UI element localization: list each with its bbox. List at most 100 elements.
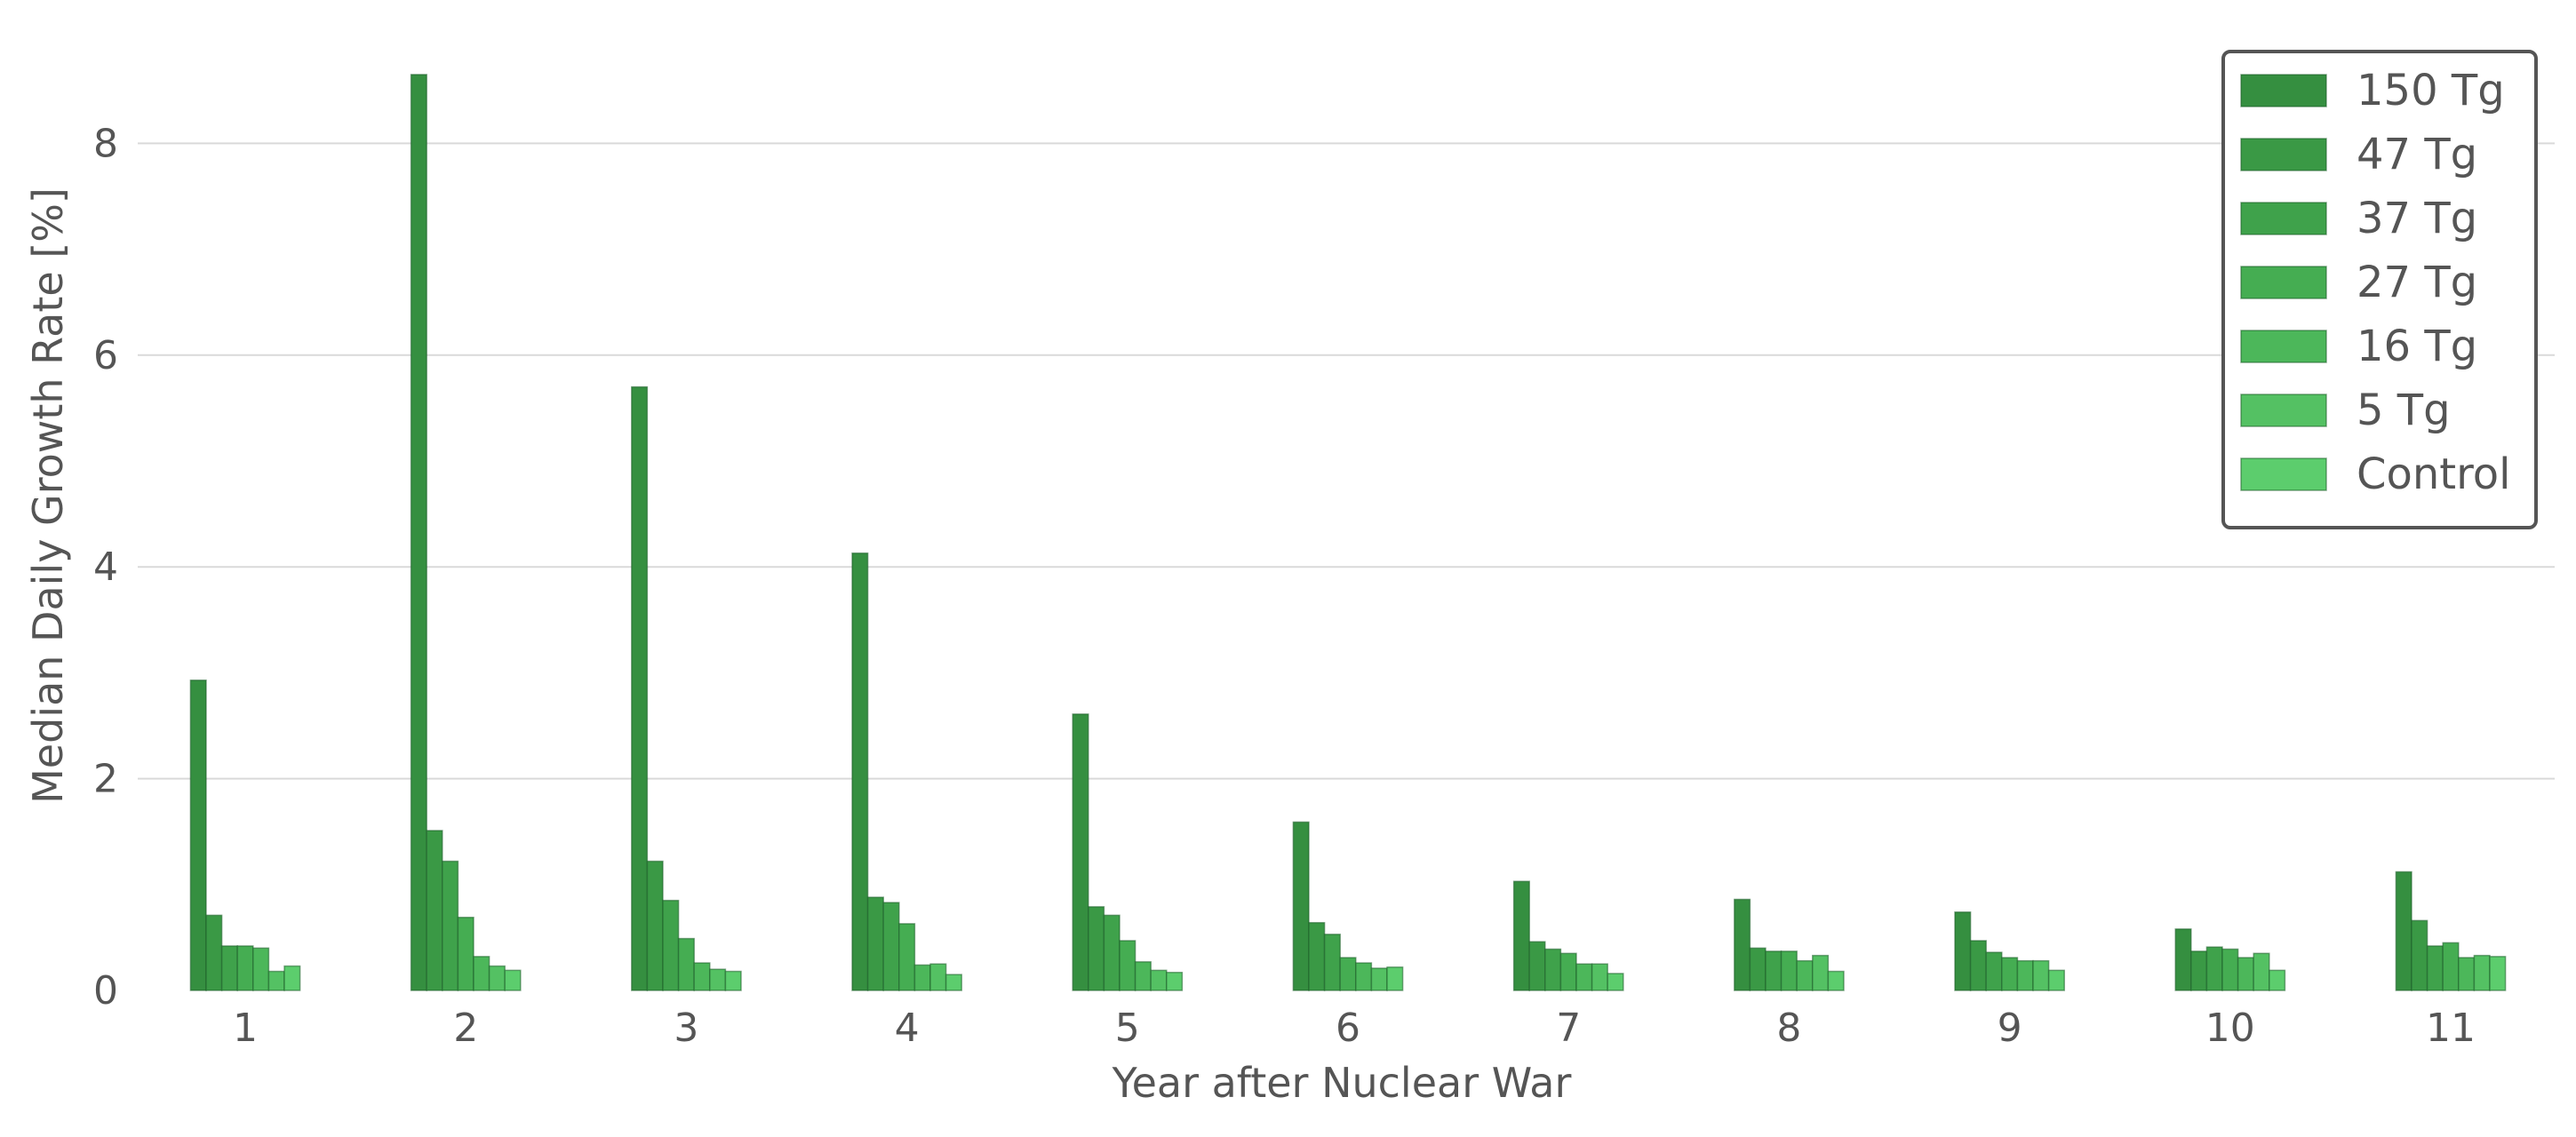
bar-5-tg-year-2 <box>488 965 506 991</box>
x-tick-labels: 1 2 3 4 5 6 7 8 9 10 11 <box>233 1006 2476 1051</box>
bar-control-year-6 <box>1386 966 1404 991</box>
y-tick-label: 6 <box>93 333 118 378</box>
bar-47-tg-year-4 <box>866 896 884 991</box>
bar-37-tg-year-3 <box>662 899 680 991</box>
bar-control-year-5 <box>1166 971 1184 991</box>
legend-label: Control <box>2357 449 2511 499</box>
bar-47-tg-year-2 <box>426 830 443 991</box>
bar-27-tg-year-8 <box>1780 950 1798 991</box>
x-tick-label: 11 <box>2426 1006 2476 1051</box>
y-tick-label: 0 <box>93 968 118 1014</box>
bar-5-tg-year-5 <box>1150 969 1168 991</box>
bar-16-tg-year-11 <box>2458 957 2476 991</box>
bar-27-tg-year-4 <box>898 923 916 991</box>
y-tick-label: 2 <box>93 757 118 802</box>
bar-37-tg-year-4 <box>882 902 900 991</box>
bar-27-tg-year-1 <box>236 945 254 991</box>
x-tick-label: 9 <box>1998 1006 2022 1051</box>
bar-16-tg-year-10 <box>2237 957 2254 991</box>
bar-5-tg-year-9 <box>2032 959 2050 991</box>
legend-swatch <box>2240 394 2327 427</box>
bar-27-tg-year-6 <box>1339 957 1357 991</box>
bar-27-tg-year-10 <box>2221 948 2239 991</box>
legend-label: 16 Tg <box>2357 322 2477 371</box>
bar-37-tg-year-6 <box>1323 934 1341 991</box>
x-axis-title: Year after Nuclear War <box>1112 1059 1572 1107</box>
bar-16-tg-year-3 <box>693 962 711 991</box>
bar-150-tg-year-9 <box>1954 911 1972 991</box>
bar-control-year-1 <box>283 965 301 991</box>
bar-47-tg-year-8 <box>1749 947 1767 991</box>
legend-swatch <box>2240 266 2327 299</box>
bar-37-tg-year-9 <box>1985 951 2003 991</box>
bar-37-tg-year-10 <box>2205 946 2223 991</box>
bar-150-tg-year-10 <box>2174 928 2192 991</box>
y-tick-labels: 0 2 4 6 8 <box>93 121 118 1014</box>
bar-27-tg-year-3 <box>677 937 695 991</box>
bar-37-tg-year-11 <box>2426 945 2444 991</box>
bar-37-tg-year-7 <box>1544 948 1562 991</box>
bar-47-tg-year-9 <box>1969 940 1987 991</box>
x-tick-label: 8 <box>1776 1006 1801 1051</box>
bar-control-year-11 <box>2489 956 2507 991</box>
x-tick-label: 2 <box>453 1006 478 1051</box>
bar-37-tg-year-2 <box>442 860 459 991</box>
bar-47-tg-year-3 <box>646 860 664 991</box>
bar-150-tg-year-3 <box>631 386 649 991</box>
legend-swatch <box>2240 74 2327 107</box>
bar-47-tg-year-10 <box>2190 950 2208 991</box>
bar-5-tg-year-4 <box>929 963 947 991</box>
bar-150-tg-year-4 <box>851 552 869 991</box>
x-tick-label: 3 <box>674 1006 698 1051</box>
legend-label: 27 Tg <box>2357 258 2477 307</box>
bar-150-tg-year-2 <box>410 74 427 991</box>
legend-label: 37 Tg <box>2357 194 2477 243</box>
legend-label: 150 Tg <box>2357 66 2505 115</box>
bar-16-tg-year-8 <box>1796 959 1814 991</box>
bar-150-tg-year-1 <box>189 679 207 991</box>
legend-swatch <box>2240 330 2327 363</box>
bar-control-year-9 <box>2047 969 2065 991</box>
bar-150-tg-year-7 <box>1512 880 1530 991</box>
bar-37-tg-year-8 <box>1765 950 1782 991</box>
bar-27-tg-year-11 <box>2442 942 2460 991</box>
bar-16-tg-year-7 <box>1575 963 1593 991</box>
bar-150-tg-year-5 <box>1072 713 1089 991</box>
bar-27-tg-year-2 <box>457 917 475 991</box>
bar-16-tg-year-6 <box>1355 962 1373 991</box>
bar-47-tg-year-1 <box>205 914 223 991</box>
bar-control-year-3 <box>724 970 742 991</box>
bar-150-tg-year-11 <box>2395 871 2413 991</box>
bar-5-tg-year-1 <box>267 970 285 991</box>
bar-27-tg-year-9 <box>2001 957 2019 991</box>
bar-control-year-7 <box>1607 973 1624 991</box>
x-tick-label: 10 <box>2205 1006 2255 1051</box>
y-tick-label: 4 <box>93 545 118 590</box>
bar-47-tg-year-5 <box>1088 906 1105 991</box>
gridlines <box>138 142 2555 780</box>
bar-control-year-4 <box>945 974 962 991</box>
bar-47-tg-year-11 <box>2411 919 2428 991</box>
legend-label: 47 Tg <box>2357 130 2477 179</box>
x-tick-label: 7 <box>1556 1006 1581 1051</box>
bar-5-tg-year-11 <box>2473 954 2491 991</box>
legend: 150 Tg 47 Tg 37 Tg 27 Tg 16 Tg 5 Tg Control <box>2221 50 2538 529</box>
y-axis-title: Median Daily Growth Rate [%] <box>24 187 72 804</box>
bars <box>189 74 2507 991</box>
bar-control-year-8 <box>1827 970 1845 991</box>
bar-27-tg-year-5 <box>1119 940 1136 991</box>
bar-5-tg-year-6 <box>1370 967 1388 991</box>
x-tick-label: 5 <box>1115 1006 1140 1051</box>
bar-5-tg-year-3 <box>709 968 727 991</box>
bar-16-tg-year-9 <box>2016 959 2034 991</box>
bar-37-tg-year-5 <box>1103 914 1121 991</box>
bar-control-year-2 <box>504 969 522 991</box>
legend-swatch <box>2240 202 2327 235</box>
bar-16-tg-year-5 <box>1134 961 1152 991</box>
x-tick-label: 6 <box>1336 1006 1360 1051</box>
bar-5-tg-year-8 <box>1812 954 1830 991</box>
bar-150-tg-year-8 <box>1734 898 1751 991</box>
bar-5-tg-year-10 <box>2253 952 2270 991</box>
bar-16-tg-year-2 <box>473 956 490 991</box>
